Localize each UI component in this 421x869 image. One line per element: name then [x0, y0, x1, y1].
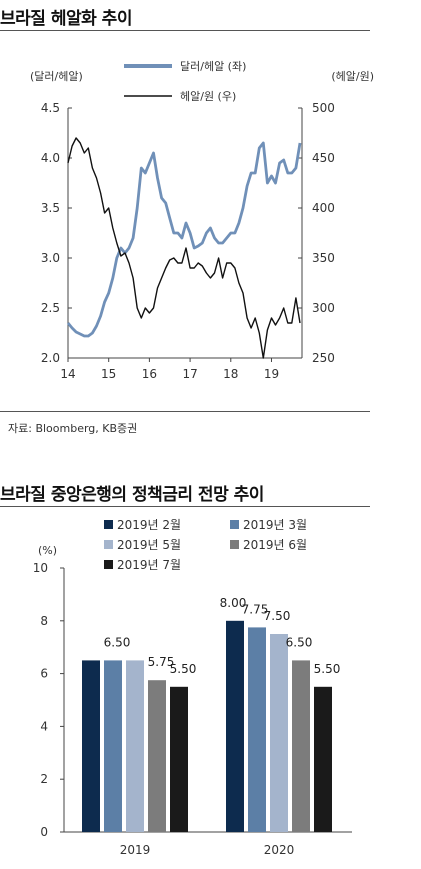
x-tick-label: 18 [223, 367, 238, 381]
legend-label: 헤알/원 (우) [180, 89, 236, 103]
left-axis-label: (달러/헤알) [30, 69, 83, 83]
right-tick-label: 350 [312, 251, 335, 265]
legend-label: 2019년 7월 [117, 558, 181, 572]
bar-2020-5 [314, 686, 332, 832]
chart1-lines [66, 137, 302, 359]
chart1-axes: 2.0 2.5 3.0 3.5 4.0 4.5 250 300 350 400 450 500 14 15… [41, 101, 335, 381]
data-label: 7.50 [264, 609, 291, 623]
legend-swatch [230, 520, 239, 529]
brl-krw-line [67, 137, 301, 359]
legend-label: 2019년 3월 [243, 518, 307, 532]
legend-swatch [230, 540, 239, 549]
data-label: 5.50 [170, 662, 197, 676]
category-label: 2020 [264, 843, 295, 857]
data-label: 7.75 [242, 602, 269, 616]
legend-label: 달러/헤알 (좌) [180, 59, 246, 73]
right-tick-label: 500 [312, 101, 335, 115]
x-tick-label: 17 [182, 367, 197, 381]
y-tick-label: 0 [40, 825, 48, 839]
x-tick-label: 15 [101, 367, 116, 381]
bar-2019-1 [82, 660, 100, 832]
data-label: 5.75 [148, 655, 175, 669]
chart1-title: 브라질 헤알화 추이 [0, 9, 132, 29]
bar-2020-4 [292, 660, 310, 832]
chart2-title-rule [0, 506, 370, 507]
bar-2019-2 [104, 660, 122, 832]
left-tick-label: 2.0 [41, 351, 60, 365]
y-tick-label: 6 [40, 667, 48, 681]
bar-2019-4 [148, 680, 166, 832]
bar-2019-3 [126, 660, 144, 832]
data-label: 6.50 [104, 635, 131, 649]
chart2-bars: 6.505.755.508.007.757.506.505.50 [82, 596, 340, 832]
chart2-title: 브라질 중앙은행의 정책금리 전망 추이 [0, 485, 264, 505]
y-unit-label: (%) [38, 544, 57, 557]
bar-2020-2 [248, 627, 266, 832]
chart1-title-rule [0, 30, 370, 31]
x-tick-label: 16 [142, 367, 157, 381]
policy-rate-bar-chart: 2019년 2월 2019년 3월 2019년 5월 2019년 6월 2019년 7월… [33, 518, 352, 857]
data-label: 8.00 [220, 596, 247, 610]
usd-brl-line [66, 141, 302, 338]
chart1-source: 자료: Bloomberg, KB증권 [8, 422, 138, 435]
right-tick-label: 300 [312, 301, 335, 315]
left-tick-label: 4.5 [41, 101, 60, 115]
left-tick-label: 3.5 [41, 201, 60, 215]
y-tick-label: 8 [40, 614, 48, 628]
legend-swatch [104, 520, 113, 529]
chart2-legend: 2019년 2월 2019년 3월 2019년 5월 2019년 6월 2019년 7월 [104, 518, 307, 572]
currency-line-chart: (달러/헤알) (헤알/원) 달러/헤알 (좌) 헤알/원 (우) 2.0 2.5 3… [30, 59, 374, 381]
legend-label: 2019년 5월 [117, 538, 181, 552]
x-tick-label: 14 [60, 367, 75, 381]
data-label: 6.50 [286, 635, 313, 649]
left-tick-label: 2.5 [41, 301, 60, 315]
legend-swatch [104, 540, 113, 549]
legend-label: 2019년 6월 [243, 538, 307, 552]
chart1-bottom-rule [0, 411, 370, 412]
right-tick-label: 400 [312, 201, 335, 215]
right-tick-label: 250 [312, 351, 335, 365]
y-tick-label: 2 [40, 772, 48, 786]
chart1-legend: 달러/헤알 (좌) 헤알/원 (우) [124, 59, 246, 103]
bar-2020-3 [270, 634, 288, 832]
right-tick-label: 450 [312, 151, 335, 165]
data-label: 5.50 [314, 662, 341, 676]
bar-2019-5 [170, 686, 188, 832]
bar-2020-1 [226, 620, 244, 832]
left-tick-label: 3.0 [41, 251, 60, 265]
legend-label: 2019년 2월 [117, 518, 181, 532]
y-tick-label: 4 [40, 719, 48, 733]
right-axis-label: (헤알/원) [331, 69, 374, 83]
left-tick-label: 4.0 [41, 151, 60, 165]
category-label: 2019 [120, 843, 151, 857]
chart2-axes: 0 2 4 6 8 10 2019 2020 [33, 561, 352, 857]
legend-swatch [104, 560, 113, 569]
y-tick-label: 10 [33, 561, 48, 575]
x-tick-label: 19 [264, 367, 279, 381]
